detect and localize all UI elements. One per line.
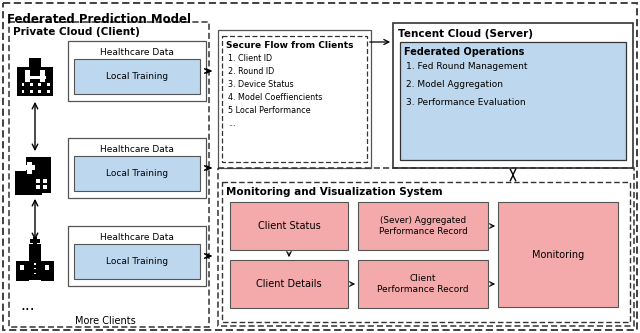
Bar <box>16 261 29 281</box>
Bar <box>47 97 49 100</box>
Text: 3. Performance Evaluation: 3. Performance Evaluation <box>406 98 525 107</box>
Bar <box>34 272 36 274</box>
Bar <box>218 168 634 326</box>
Bar <box>29 244 41 280</box>
Text: Private Cloud (Client): Private Cloud (Client) <box>13 27 140 37</box>
Bar <box>17 67 53 96</box>
Bar <box>222 36 367 162</box>
Text: Monitoring and Visualization System: Monitoring and Visualization System <box>226 187 443 197</box>
Bar <box>40 70 45 83</box>
Bar <box>74 156 200 191</box>
Text: Local Training: Local Training <box>106 257 168 266</box>
Text: 4. Model Coeffiencients: 4. Model Coeffiencients <box>228 93 323 102</box>
Bar <box>36 178 40 182</box>
Bar <box>41 261 54 281</box>
Text: Healthcare Data: Healthcare Data <box>100 233 174 242</box>
Bar <box>20 265 24 269</box>
Bar <box>38 90 41 93</box>
Text: 2. Round ID: 2. Round ID <box>228 67 275 76</box>
Bar <box>400 42 626 160</box>
Text: (Sever) Aggregated
Performance Record: (Sever) Aggregated Performance Record <box>379 216 467 236</box>
Text: More Clients: More Clients <box>75 316 136 326</box>
Text: Healthcare Data: Healthcare Data <box>100 145 174 154</box>
Text: 1. Client ID: 1. Client ID <box>228 54 272 63</box>
Text: Federated Prediction Model: Federated Prediction Model <box>7 13 191 26</box>
Bar <box>230 260 348 308</box>
Text: ...: ... <box>20 298 35 313</box>
Bar <box>22 97 24 100</box>
Bar <box>9 22 209 327</box>
Bar <box>68 41 206 101</box>
Bar <box>30 90 33 93</box>
Bar <box>47 83 49 86</box>
Bar <box>45 265 49 269</box>
Text: Monitoring: Monitoring <box>532 249 584 259</box>
Bar <box>24 165 35 170</box>
Text: Secure Flow from Clients: Secure Flow from Clients <box>226 41 353 50</box>
Bar <box>498 202 618 307</box>
Bar <box>26 157 51 193</box>
Bar <box>222 182 630 322</box>
Text: Client Status: Client Status <box>258 221 321 231</box>
Bar <box>218 30 371 168</box>
Bar <box>74 244 200 279</box>
Bar <box>25 76 46 79</box>
Bar <box>38 97 41 100</box>
Bar <box>15 171 42 195</box>
Text: ...: ... <box>228 119 236 128</box>
Bar <box>22 90 24 93</box>
Bar <box>29 58 42 68</box>
Bar <box>30 239 40 243</box>
Bar <box>68 226 206 286</box>
Text: 3. Device Status: 3. Device Status <box>228 80 294 89</box>
Bar <box>34 268 36 269</box>
Bar <box>25 70 29 83</box>
Bar <box>230 202 348 250</box>
Bar <box>36 185 40 189</box>
Bar <box>22 83 24 86</box>
Text: 1. Fed Round Management: 1. Fed Round Management <box>406 62 527 71</box>
Text: Tencent Cloud (Server): Tencent Cloud (Server) <box>398 29 533 39</box>
Bar <box>358 202 488 250</box>
Bar <box>38 83 41 86</box>
Text: 2. Model Aggregation: 2. Model Aggregation <box>406 80 503 89</box>
Bar <box>393 23 633 168</box>
Bar <box>74 59 200 94</box>
Bar <box>358 260 488 308</box>
Text: 5 Local Performance: 5 Local Performance <box>228 106 310 115</box>
Text: Client Details: Client Details <box>256 279 322 289</box>
Bar <box>68 138 206 198</box>
Bar <box>47 90 49 93</box>
Text: Federated Operations: Federated Operations <box>404 47 524 57</box>
Bar <box>34 263 36 265</box>
Bar <box>43 185 47 189</box>
Bar <box>27 162 32 174</box>
Bar <box>30 83 33 86</box>
Bar <box>30 97 33 100</box>
Text: Local Training: Local Training <box>106 72 168 81</box>
Bar <box>33 237 37 246</box>
Text: Local Training: Local Training <box>106 169 168 178</box>
Text: Healthcare Data: Healthcare Data <box>100 48 174 57</box>
Bar <box>43 178 47 182</box>
Text: Client
Performance Record: Client Performance Record <box>377 274 469 294</box>
